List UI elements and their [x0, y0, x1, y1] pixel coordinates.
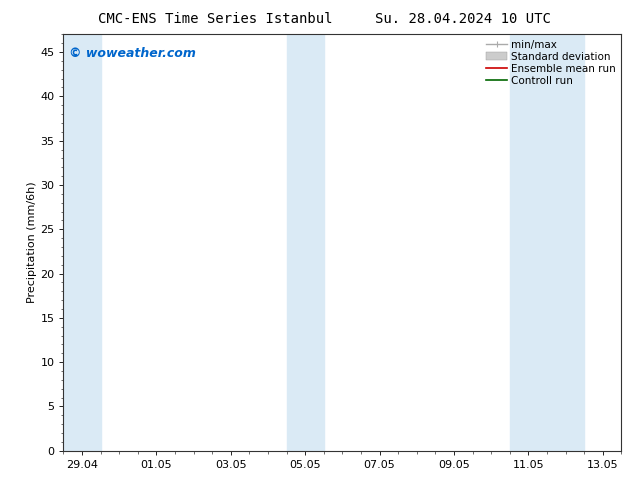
Legend: min/max, Standard deviation, Ensemble mean run, Controll run: min/max, Standard deviation, Ensemble me…: [484, 37, 618, 88]
Text: CMC-ENS Time Series Istanbul: CMC-ENS Time Series Istanbul: [98, 12, 333, 26]
Y-axis label: Precipitation (mm/6h): Precipitation (mm/6h): [27, 182, 37, 303]
Bar: [287, 34, 324, 451]
Text: Su. 28.04.2024 10 UTC: Su. 28.04.2024 10 UTC: [375, 12, 551, 26]
Bar: [63, 34, 101, 451]
Bar: [547, 34, 584, 451]
Text: © woweather.com: © woweather.com: [69, 47, 196, 60]
Bar: [510, 34, 547, 451]
